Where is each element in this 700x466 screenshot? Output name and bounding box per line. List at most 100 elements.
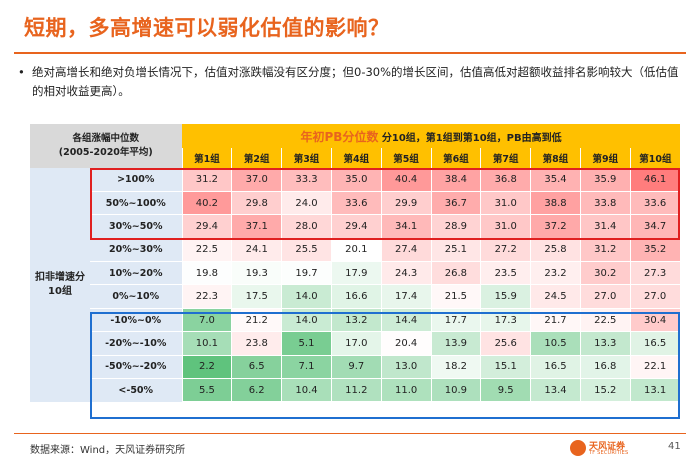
heat-cell: 10.5 <box>530 331 581 356</box>
table-row: <-50% 5.5 6.2 10.4 11.2 11.0 10.9 9.5 13.4 15.2 13… <box>30 378 681 403</box>
logo-text: 天风证券 <box>589 442 626 452</box>
table-row: -10%~0% 7.0 21.2 14.0 13.2 14.4 17.7 17.3 21.7 22… <box>30 307 681 333</box>
row-label: -50%~-20% <box>90 354 183 379</box>
column-header-9: 第9组 <box>579 148 631 168</box>
heat-cell: 27.2 <box>480 237 532 263</box>
heat-cell: 35.9 <box>579 167 631 192</box>
heat-cell: 29.8 <box>231 190 283 216</box>
table-row: -50%~-20% 2.2 6.5 7.1 9.7 13.0 18.2 15.1 16.5 16.… <box>30 354 681 380</box>
page-number: 41 <box>668 441 681 452</box>
heat-cell: 23.8 <box>231 331 283 356</box>
heatmap-table: 各组涨幅中位数 (2005-2020年平均) 年初PB分位数 分10组，第1组到第… <box>30 124 681 403</box>
heatmap-table-container: 各组涨幅中位数 (2005-2020年平均) 年初PB分位数 分10组，第1组到第… <box>30 124 681 420</box>
column-header-5: 第5组 <box>380 148 431 168</box>
heat-cell: 37.0 <box>231 167 283 192</box>
heat-cell: 26.8 <box>430 261 482 286</box>
heat-cell: 17.3 <box>480 307 532 333</box>
heat-cell: 33.8 <box>579 190 631 216</box>
heat-cell: 31.4 <box>579 214 631 239</box>
row-label: 30%~50% <box>90 214 183 239</box>
heat-cell: 40.4 <box>380 167 432 192</box>
footer: 数据来源：Wind，天风证券研究所 天风证券 TF SECURITIES 41 <box>0 433 700 466</box>
heat-cell: 21.7 <box>530 307 581 333</box>
row-label: 10%~20% <box>90 261 183 285</box>
row-label: <-50% <box>90 378 183 402</box>
table-body: 扣非增速分 10组 >100% 31.2 37.0 33.3 35.0 40.4 38.4 36.… <box>30 167 681 403</box>
bullet-text: 绝对高增长和绝对负增长情况下，估值对涨跌幅没有区分度；但0-30%的增长区间，估… <box>32 65 679 98</box>
heat-cell: 25.6 <box>480 331 532 356</box>
heat-cell: 29.9 <box>380 190 432 216</box>
heat-cell: 16.8 <box>579 354 631 380</box>
column-header-4: 第4组 <box>330 148 382 168</box>
heat-cell: 6.2 <box>231 378 283 403</box>
logo-subtext: TF SECURITIES <box>589 450 629 456</box>
heat-cell: 22.3 <box>181 284 233 309</box>
top-header-small: 分10组，第1组到第10组，PB由高到低 <box>378 132 562 144</box>
heat-cell: 16.5 <box>530 354 581 380</box>
heat-cell: 30.2 <box>579 261 631 286</box>
heat-cell: 22.1 <box>629 354 681 380</box>
table-row: 30%~50% 29.4 37.1 28.0 29.4 34.1 28.9 31.0 37.2 3… <box>30 214 681 239</box>
heat-cell: 9.7 <box>330 354 382 380</box>
heat-cell: 5.5 <box>181 378 233 403</box>
heat-cell: 10.1 <box>181 331 233 356</box>
row-label: 50%~100% <box>90 190 183 215</box>
heat-cell: 28.0 <box>281 214 332 239</box>
heat-cell: 37.2 <box>530 214 581 239</box>
heat-cell: 5.1 <box>281 331 332 356</box>
row-label: >100% <box>90 167 183 192</box>
table-row: 20%~30% 22.5 24.1 25.5 20.1 27.4 25.1 27.2 25.8 3… <box>30 237 681 263</box>
heat-cell: 29.4 <box>181 214 233 239</box>
heat-cell: 6.5 <box>231 354 283 380</box>
heat-cell: 33.6 <box>629 190 681 216</box>
heat-cell: 7.0 <box>181 307 233 333</box>
heat-cell: 21.5 <box>430 284 482 309</box>
heat-cell: 27.0 <box>629 284 681 309</box>
table-corner-label: 各组涨幅中位数 (2005-2020年平均) <box>30 124 183 168</box>
heat-cell: 2.2 <box>181 354 233 380</box>
heat-cell: 11.0 <box>380 378 432 403</box>
heat-cell: 24.5 <box>530 284 581 309</box>
heat-cell: 35.0 <box>330 167 382 192</box>
heat-cell: 13.9 <box>430 331 482 356</box>
heat-cell: 9.5 <box>480 378 532 403</box>
column-header-3: 第3组 <box>281 148 332 168</box>
heat-cell: 14.4 <box>380 307 432 333</box>
heat-cell: 15.9 <box>480 284 532 309</box>
top-header-big: 年初PB分位数 <box>300 129 379 144</box>
heat-cell: 27.4 <box>380 237 432 263</box>
heat-cell: 22.5 <box>181 237 233 263</box>
heat-cell: 34.1 <box>380 214 432 239</box>
heat-cell: 24.1 <box>231 237 283 263</box>
heat-cell: 10.9 <box>430 378 482 403</box>
column-header-7: 第7组 <box>480 148 531 168</box>
heat-cell: 40.2 <box>181 190 233 216</box>
heat-cell: 13.1 <box>629 378 681 403</box>
title-underline <box>14 52 686 54</box>
column-header-6: 第6组 <box>430 148 481 168</box>
heat-cell: 22.5 <box>579 307 631 333</box>
heat-cell: 28.9 <box>430 214 482 239</box>
heat-cell: 10.4 <box>281 378 332 403</box>
heat-cell: 31.0 <box>480 190 532 216</box>
heat-cell: 18.2 <box>430 354 482 380</box>
page-title: 短期，多高增速可以弱化估值的影响？ <box>24 16 390 40</box>
table-row: 扣非增速分 10组 >100% 31.2 37.0 33.3 35.0 40.4 38.4 36.… <box>30 167 681 402</box>
heat-cell: 34.7 <box>629 214 681 239</box>
heat-cell: 31.0 <box>480 214 532 239</box>
column-header-row: 第1组 第2组 第3组 第4组 第5组 第6组 第7组 第8组 第9组 第10组 <box>30 148 681 168</box>
heat-cell: 19.7 <box>281 261 332 286</box>
heat-cell: 17.0 <box>330 331 382 356</box>
heat-cell: 14.0 <box>281 284 332 309</box>
heat-cell: 36.7 <box>430 190 482 216</box>
heat-cell: 36.8 <box>480 167 532 192</box>
logo-flower-icon <box>570 440 586 456</box>
heat-cell: 20.1 <box>330 237 382 263</box>
heat-cell: 29.4 <box>330 214 382 239</box>
table-row: 10%~20% 19.8 19.3 19.7 17.9 24.3 26.8 23.5 23.2 3… <box>30 261 681 286</box>
heat-cell: 17.4 <box>380 284 432 309</box>
column-header-8: 第8组 <box>530 148 581 168</box>
company-logo: 天风证券 TF SECURITIES <box>570 438 632 460</box>
column-header-2: 第2组 <box>231 148 282 168</box>
column-header-1: 第1组 <box>181 148 232 168</box>
